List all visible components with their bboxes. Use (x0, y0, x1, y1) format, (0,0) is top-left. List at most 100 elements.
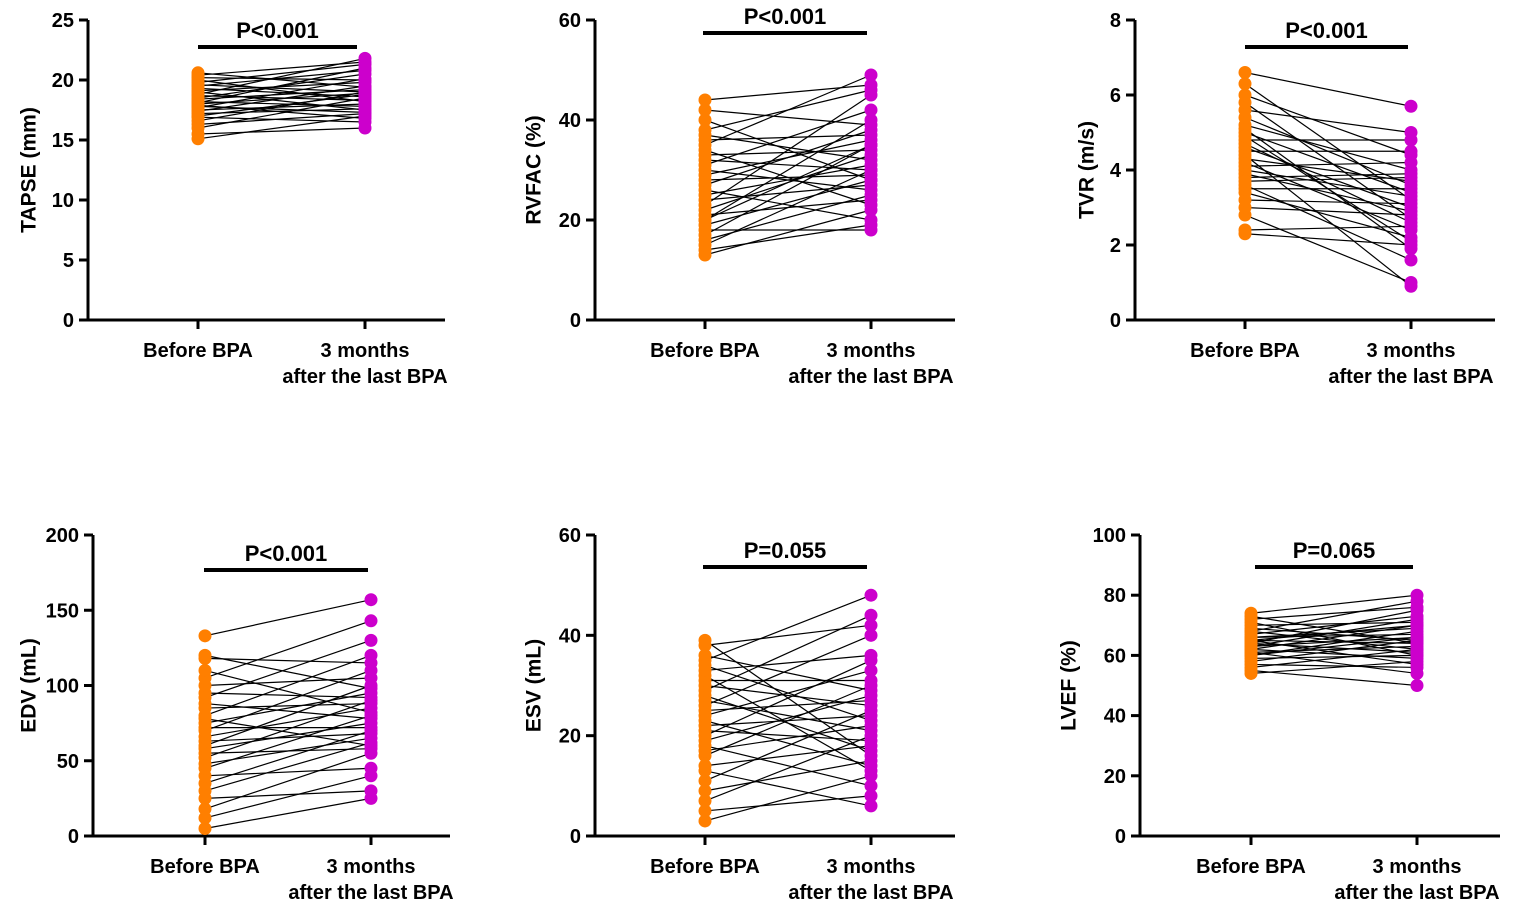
pair-line (1250, 636, 1418, 656)
pair-line (204, 767, 372, 777)
x-label-before: Before BPA (1190, 340, 1300, 362)
panel-6: 0 20 40 60 80 100 Before BPA 3 months after the … (1058, 525, 1500, 904)
point-before (698, 648, 712, 662)
pair-line (704, 159, 872, 171)
pair-line (1244, 94, 1412, 156)
point-before (698, 633, 712, 647)
pair-line (204, 742, 372, 792)
pair-line (1244, 154, 1412, 287)
y-tick-label: 100 (1093, 525, 1126, 547)
panel-1: 0 5 10 15 20 25 Before BPA 3 months after the la… (18, 10, 448, 388)
y-tick-label: 60 (559, 10, 581, 32)
point-after (1410, 630, 1424, 644)
x-label-after-line2: after the last BPA (788, 366, 953, 388)
pair-line (1250, 654, 1418, 660)
pair-line (704, 119, 872, 221)
point-after (364, 671, 378, 685)
y-tick-label: 0 (68, 826, 79, 848)
pair-line (704, 134, 872, 161)
pair-line (1244, 109, 1412, 134)
pair-line (704, 725, 872, 752)
pair-line (1244, 124, 1412, 171)
point-after (864, 684, 878, 698)
pair-line (1250, 621, 1418, 656)
pair-line (704, 654, 872, 672)
pair-line (204, 639, 372, 699)
point-before (698, 123, 712, 137)
x-label-after-line2: after the last BPA (288, 882, 453, 904)
y-tick-label: 6 (1110, 85, 1121, 107)
point-before (198, 663, 212, 677)
pair-line (704, 149, 872, 156)
point-after (864, 699, 878, 713)
pair-line (1244, 135, 1412, 242)
y-tick-label: 60 (559, 525, 581, 547)
pair-line (704, 639, 872, 757)
pair-line (204, 669, 372, 732)
pair-line (1244, 173, 1412, 212)
point-after (364, 614, 378, 628)
point-after (864, 213, 878, 227)
y-tick-label: 8 (1110, 10, 1121, 32)
point-after (864, 183, 878, 197)
x-label-after-line1: 3 months (327, 856, 416, 878)
x-label-after-line2: after the last BPA (282, 366, 447, 388)
pair-line (1250, 633, 1418, 638)
point-before (198, 648, 212, 662)
point-after (864, 608, 878, 622)
y-tick-label: 0 (570, 826, 581, 848)
pair-line (204, 718, 372, 747)
point-after (864, 128, 878, 142)
pair-line (704, 634, 872, 707)
pair-line (1244, 161, 1412, 231)
y-tick-label: 0 (570, 310, 581, 332)
pair-line (1244, 158, 1412, 182)
y-tick-label: 15 (52, 130, 74, 152)
point-before (698, 103, 712, 117)
point-after (1404, 253, 1418, 267)
pair-line (204, 620, 372, 679)
pair-line (704, 89, 872, 131)
pair-line (1250, 648, 1418, 660)
pair-line (704, 139, 872, 176)
pair-line (1244, 116, 1412, 186)
point-after (1410, 666, 1424, 680)
point-after (864, 68, 878, 82)
point-after (358, 55, 372, 69)
point-before (1238, 223, 1252, 237)
pair-line (704, 760, 872, 792)
point-before (191, 98, 205, 112)
y-tick-label: 5 (63, 250, 74, 272)
point-after (864, 588, 878, 602)
point-after (864, 648, 878, 662)
point-after (864, 663, 878, 677)
y-tick-label: 40 (559, 625, 581, 647)
point-after (358, 80, 372, 94)
point-after (364, 739, 378, 753)
point-after (364, 656, 378, 670)
y-axis-label: TAPSE (mm) (18, 107, 41, 233)
pair-line (197, 87, 366, 98)
pair-line (197, 79, 366, 103)
y-axis-label: TVR (m/s) (1076, 121, 1099, 219)
pair-line (704, 795, 872, 812)
pair-line (704, 735, 872, 802)
pair-line (1250, 639, 1418, 666)
pair-line (204, 699, 372, 759)
pair-line (204, 684, 372, 747)
point-after (864, 103, 878, 117)
point-before (698, 814, 712, 828)
pair-line (197, 101, 366, 107)
pair-line (1244, 102, 1412, 220)
pair-line (197, 104, 366, 119)
y-tick-label: 20 (1104, 766, 1126, 788)
point-after (364, 593, 378, 607)
point-after (1410, 600, 1424, 614)
pair-line (704, 144, 872, 221)
point-after (1404, 193, 1418, 207)
y-axis-label: ESV (mL) (523, 639, 546, 732)
point-before (1244, 606, 1258, 620)
pair-line (1250, 606, 1418, 620)
x-label-after-line2: after the last BPA (1328, 366, 1493, 388)
pair-line (204, 797, 372, 830)
